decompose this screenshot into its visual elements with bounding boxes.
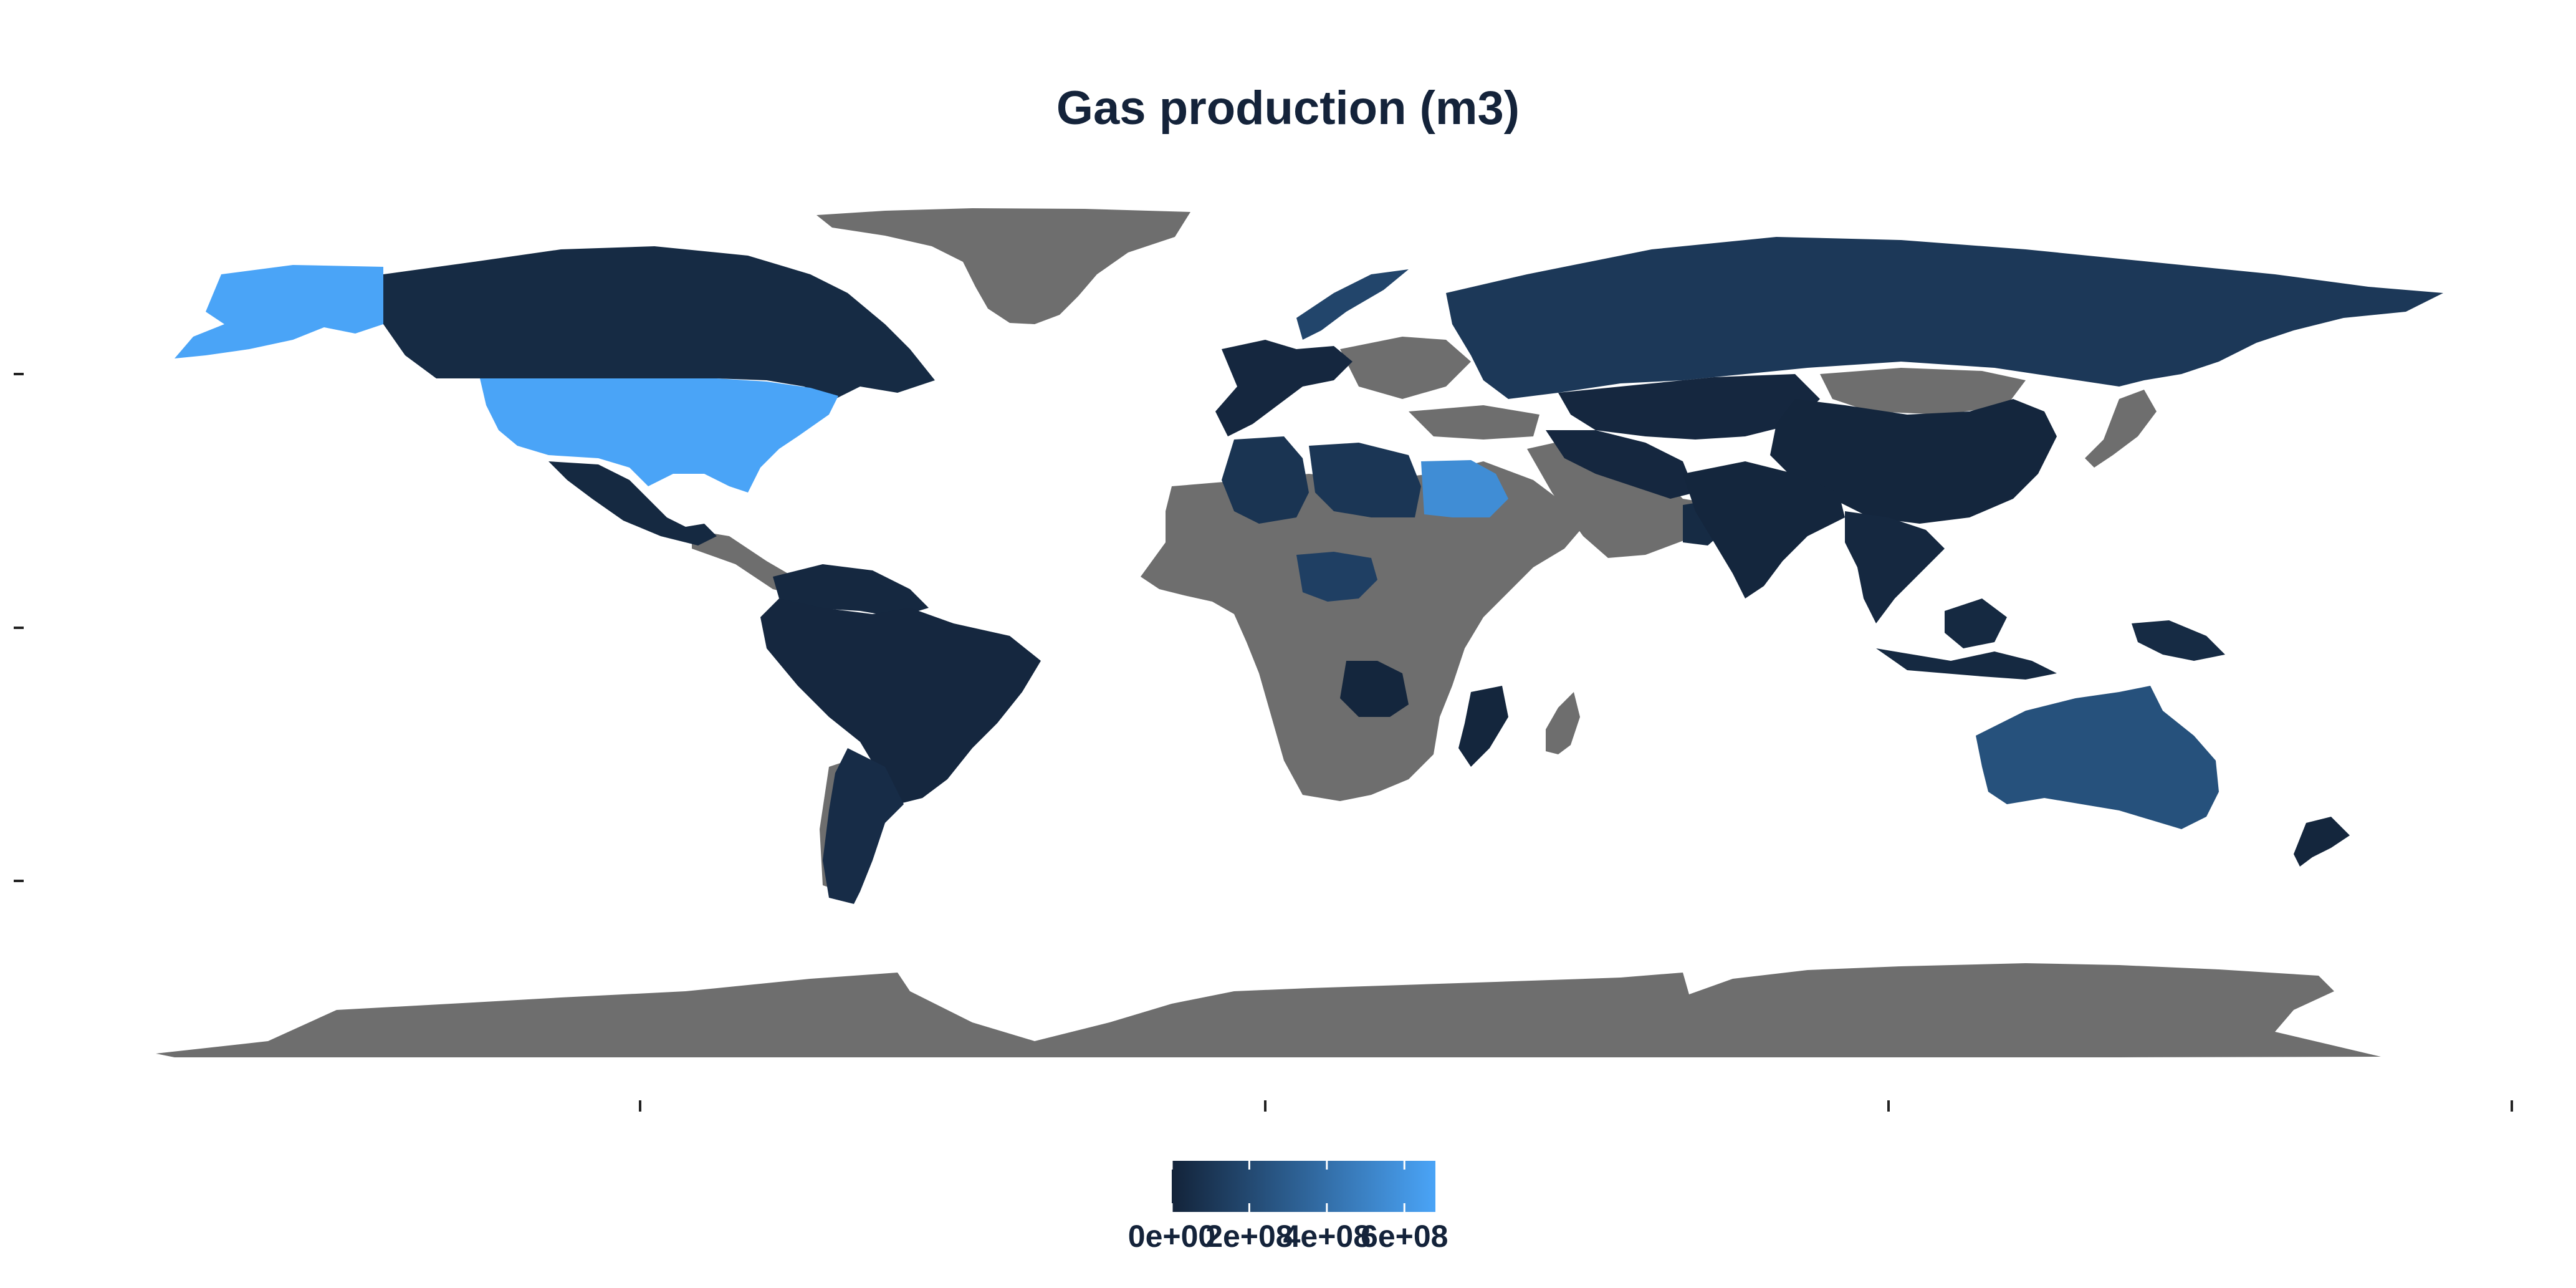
country-usa xyxy=(480,378,838,493)
region-southeast-asia xyxy=(1845,511,1945,623)
country-brazil xyxy=(760,598,1041,804)
country-canada xyxy=(383,246,935,399)
country-algeria xyxy=(1222,436,1309,524)
country-libya xyxy=(1309,443,1421,517)
choropleth-layer xyxy=(175,237,2443,904)
country-japan xyxy=(2085,390,2157,468)
country-madagascar xyxy=(1546,692,1580,754)
region-western-europe xyxy=(1215,340,1353,436)
legend-tick-label: 0e+00 xyxy=(1128,1219,1215,1254)
country-argentina xyxy=(823,748,904,904)
country-mozambique xyxy=(1458,686,1508,767)
country-nigeria xyxy=(1296,552,1377,602)
country-antarctica xyxy=(156,963,2381,1057)
legend-tick-label: 4e+08 xyxy=(1283,1219,1371,1254)
region-europe-east xyxy=(1340,337,1471,399)
country-arabian-peninsula xyxy=(1527,436,1720,558)
map-title: Gas production (m3) xyxy=(1056,82,1520,135)
y-axis-ticks xyxy=(14,373,24,882)
country-new-zealand xyxy=(2294,817,2350,867)
x-axis-ticks xyxy=(639,1100,2513,1112)
country-norway xyxy=(1296,269,1409,340)
country-iran xyxy=(1546,430,1695,499)
legend-ticks xyxy=(1171,1161,1405,1212)
country-indonesia xyxy=(1876,598,2057,680)
country-greenland xyxy=(816,208,1190,324)
region-central-asia xyxy=(1558,374,1820,440)
legend-tick-label: 2e+08 xyxy=(1205,1219,1293,1254)
country-russia xyxy=(1446,237,2443,399)
country-alaska xyxy=(175,265,383,358)
legend-colorbar xyxy=(1172,1161,1435,1212)
country-egypt xyxy=(1421,460,1508,517)
country-mongolia xyxy=(1820,368,2026,415)
country-papua-new-guinea xyxy=(2132,620,2225,661)
country-sub-saharan-africa xyxy=(1141,461,1583,801)
legend-tick-label: 6e+08 xyxy=(1361,1219,1448,1254)
region-south-america-north xyxy=(773,564,929,617)
country-australia xyxy=(1976,686,2219,829)
country-china xyxy=(1770,399,2057,524)
country-angola xyxy=(1340,661,1409,717)
country-turkey xyxy=(1409,405,1539,440)
country-mexico xyxy=(548,461,717,545)
country-india xyxy=(1683,461,1845,598)
